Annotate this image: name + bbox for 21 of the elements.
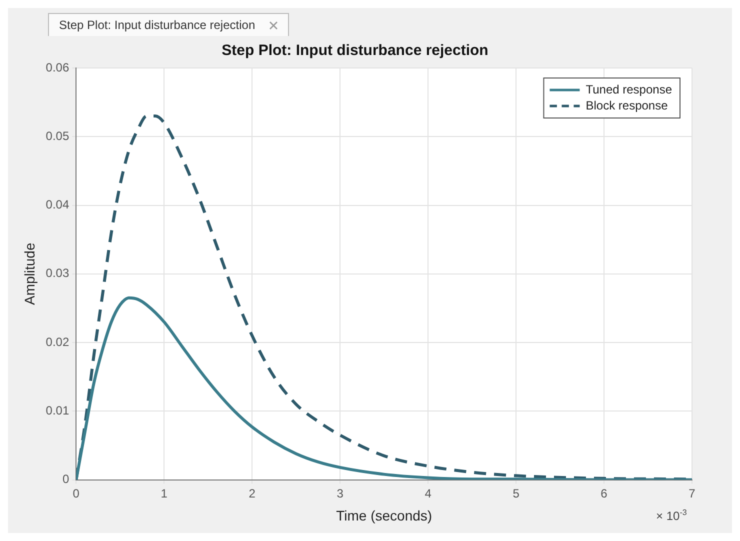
x-axis-title: Time (seconds) (336, 507, 432, 524)
x-tick-label: 1 (160, 486, 168, 500)
text: Step Plot: Input disturbance rejection (59, 18, 256, 32)
x-tick-label: 4 (424, 486, 432, 500)
x-tick-label: 3 (336, 486, 344, 500)
y-tick-label: 0.03 (46, 266, 70, 280)
y-tick-label: 0.04 (46, 198, 70, 212)
x-tick-label: 2 (248, 486, 256, 500)
x-tick-label: 7 (688, 486, 696, 500)
legend-label: Block response (586, 98, 668, 112)
y-tick-label: 0.06 (46, 60, 70, 74)
x-tick-label: 0 (72, 486, 80, 500)
y-tick-label: 0 (62, 472, 70, 486)
y-tick-label: 0.05 (46, 128, 70, 143)
x-tick-label: 6 (600, 486, 608, 500)
legend-label: Tuned response (586, 82, 672, 96)
x-tick-label: 5 (512, 486, 520, 500)
y-tick-label: 0.01 (46, 403, 70, 418)
chart-title: Step Plot: Input disturbance rejection (222, 42, 488, 60)
y-tick-label: 0.02 (46, 334, 70, 349)
y-axis-title: Amplitude (21, 242, 38, 306)
